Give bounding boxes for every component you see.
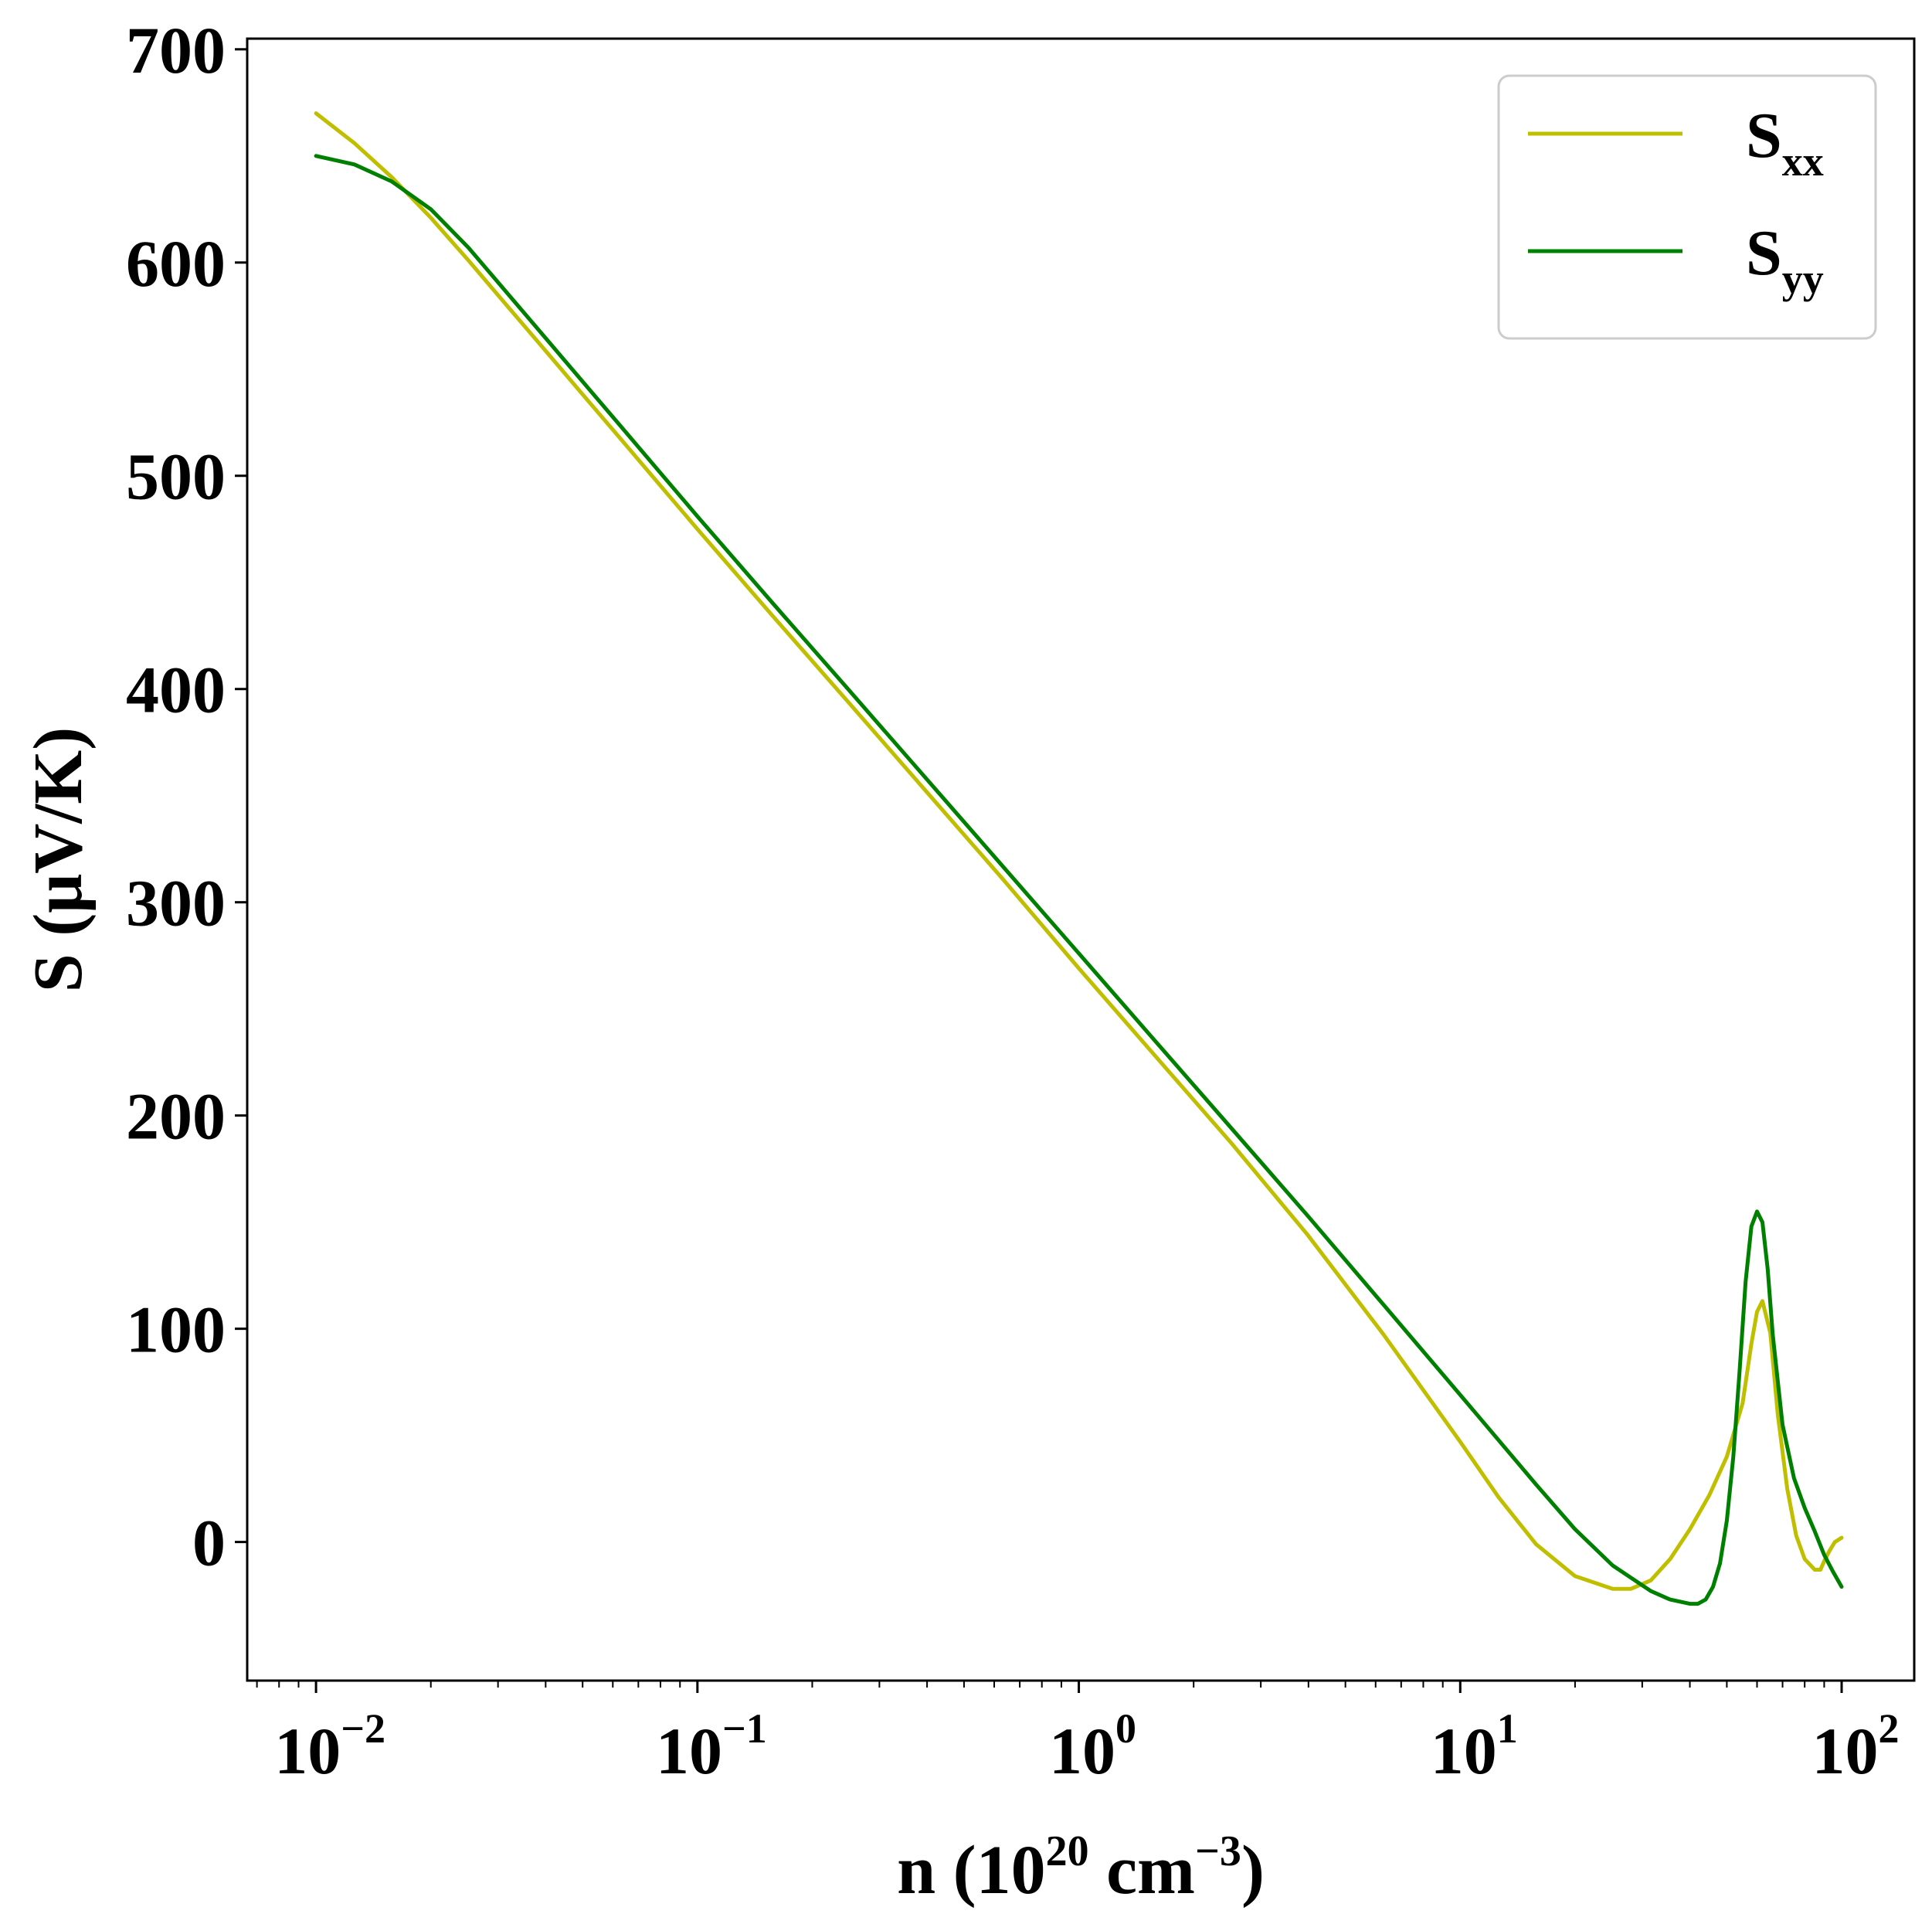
x-axis-label: n (1020 cm−3): [897, 1827, 1265, 1909]
legend-box: [1497, 74, 1877, 340]
x-axis-label-middle: cm: [1089, 1832, 1195, 1909]
legend: Sxx Syy: [1497, 74, 1877, 340]
series-line-yy: [314, 154, 1844, 1606]
legend-label-yy: Syy: [1746, 217, 1824, 302]
y-tick-label: 200: [126, 1079, 226, 1154]
y-tick-label: 100: [126, 1293, 226, 1367]
x-axis: 10−2 10−1 100 101 102: [256, 1681, 1900, 1788]
x-tick-label: 10−1: [656, 1705, 767, 1788]
y-axis: 0 100 200 300 400 500 600 700: [126, 13, 247, 1580]
x-axis-label-prefix: n (10: [897, 1832, 1046, 1909]
y-tick-label: 0: [192, 1506, 226, 1580]
y-tick-label: 400: [126, 653, 226, 727]
y-tick-label: 300: [126, 866, 226, 940]
x-axis-label-suffix: ): [1241, 1832, 1265, 1909]
legend-label-xx: Sxx: [1746, 100, 1824, 185]
y-tick-label: 600: [126, 226, 226, 301]
series-layer: [314, 111, 1844, 1606]
x-tick-label: 100: [1049, 1705, 1136, 1788]
y-tick-label: 700: [126, 13, 226, 87]
x-tick-label: 101: [1431, 1705, 1518, 1788]
y-axis-label: S (μV/K): [20, 727, 97, 993]
x-axis-label-sup2: −3: [1195, 1827, 1241, 1875]
y-tick-label: 500: [126, 440, 226, 514]
plot-frame: [246, 37, 1916, 1682]
x-tick-label: 10−2: [274, 1705, 385, 1788]
x-axis-label-sup1: 20: [1046, 1827, 1089, 1875]
x-tick-label: 102: [1812, 1705, 1900, 1788]
series-line-xx: [314, 111, 1844, 1591]
